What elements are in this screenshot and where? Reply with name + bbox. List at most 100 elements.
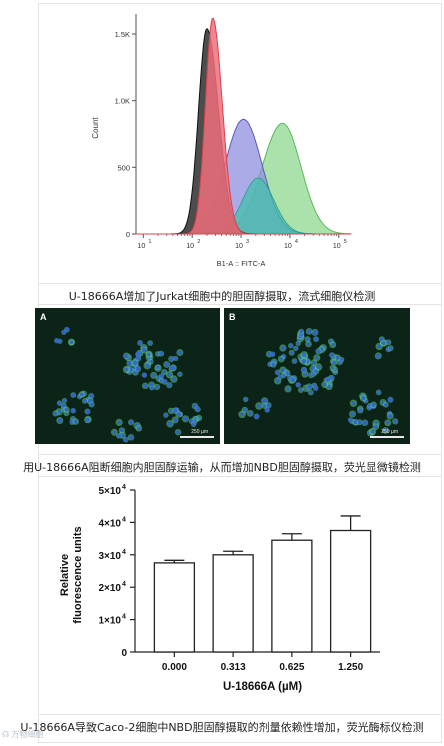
cell-nucleus [173,417,178,422]
hist-x-tick-label: 10 [186,243,194,250]
cell-nucleus [351,401,356,406]
cell-nucleus [316,349,321,354]
cell-nucleus [112,430,117,435]
cell-nucleus [299,329,304,334]
cell-nucleus [285,371,290,376]
bar [329,529,372,653]
cell-nucleus [242,407,247,413]
cell-nucleus [178,372,182,377]
cell-nucleus [296,341,301,346]
cell-nucleus [266,403,271,408]
cell-nucleus [279,357,284,361]
cell-nucleus [301,358,307,364]
cell-nucleus [169,365,175,371]
scale-bar-b [370,436,404,438]
cell-nucleus [301,367,307,373]
cell-nucleus [280,345,286,351]
cell-nucleus [84,417,91,423]
hist-x-tick-exp: 3 [246,239,249,245]
cell-nucleus [330,366,335,370]
hist-x-tick-exp: 1 [148,239,151,245]
cell-nucleus [305,337,310,342]
cell-nucleus [143,383,148,388]
cell-nucleus [357,420,362,425]
cell-nucleus [169,409,174,413]
hist-x-tick-label: 10 [284,243,292,250]
cell-nucleus [149,385,154,390]
cell-nucleus [195,406,201,412]
cell-nucleus [254,413,260,419]
cell-nucleus [82,398,87,403]
panel-b-label: B [229,312,236,322]
cell-nucleus [327,384,331,389]
cell-nucleus [312,329,318,335]
bar-y-tick-label: 3×10 [98,551,121,562]
cell-nucleus [135,366,141,372]
flow-cytometry-histogram: Count B1-A :: FITC-A 05001.0K1.5K1011021… [91,14,352,268]
cell-nucleus [387,397,394,403]
histogram-red-peak [136,17,351,235]
cell-nucleus [271,362,276,367]
cell-nucleus [159,351,164,356]
cell-nucleus [128,419,134,425]
bar [271,539,313,653]
cell-nucleus [182,416,189,422]
cell-nucleus [286,387,290,391]
cell-nucleus [132,360,138,366]
cell-nucleus [362,420,368,426]
cell-nucleus [136,426,141,431]
cell-nucleus [288,343,293,348]
cell-nucleus [358,408,363,413]
cell-nucleus [375,353,381,359]
cell-nucleus [116,433,121,438]
cell-nucleus [275,378,280,383]
cell-nucleus [53,411,58,416]
cell-nucleus [376,390,381,395]
cell-nucleus [177,350,183,355]
panel-a-label: A [40,312,47,322]
cell-nucleus [325,377,331,382]
cell-nucleus [73,419,78,424]
cell-nucleus [70,408,76,414]
cell-nucleus [383,428,388,433]
cell-nucleus [119,428,124,433]
separator [38,304,442,305]
cell-nucleus [299,388,303,392]
bar-y-tick-exp: 4 [122,614,126,621]
scale-text-a: 250 µm [191,429,208,435]
cell-nucleus [167,372,172,377]
hist-y-tick-label: 0 [126,230,130,239]
hist-x-tick-label: 10 [333,243,341,250]
cell-nucleus [361,396,366,400]
separator [38,714,442,715]
hist-y-tick-label: 1.0K [115,97,130,106]
cell-nucleus [348,417,353,423]
hist-y-tick-label: 500 [117,163,130,172]
cell-nucleus [353,420,358,425]
separator [38,454,442,455]
bar-y-tick-exp: 4 [122,484,126,491]
bar [212,554,254,653]
cell-nucleus [84,408,90,415]
bar-x-tick-label: 0.625 [279,662,304,673]
cell-nucleus [264,407,270,413]
cell-nucleus [316,364,321,370]
cell-nucleus [71,392,76,398]
cell-nucleus [248,411,253,416]
cell-nucleus [290,377,296,383]
cell-nucleus [89,402,94,407]
cell-nucleus [370,429,375,434]
bar-y-tick-label: 0 [121,648,127,659]
scale-text-b: 250 µm [381,429,398,435]
cell-nucleus [123,437,129,442]
cell-nucleus [306,328,312,334]
cell-nucleus [57,418,63,423]
cell-nucleus [332,360,337,365]
cell-nucleus [61,330,67,335]
cell-nucleus [155,384,159,389]
cell-nucleus [371,402,376,407]
micrograph-panel-b: B 250 µm [224,308,410,444]
bar-x-tick-label: 0.000 [162,662,187,673]
hist-x-tick-label: 10 [137,243,145,250]
cell-nucleus [393,419,398,424]
